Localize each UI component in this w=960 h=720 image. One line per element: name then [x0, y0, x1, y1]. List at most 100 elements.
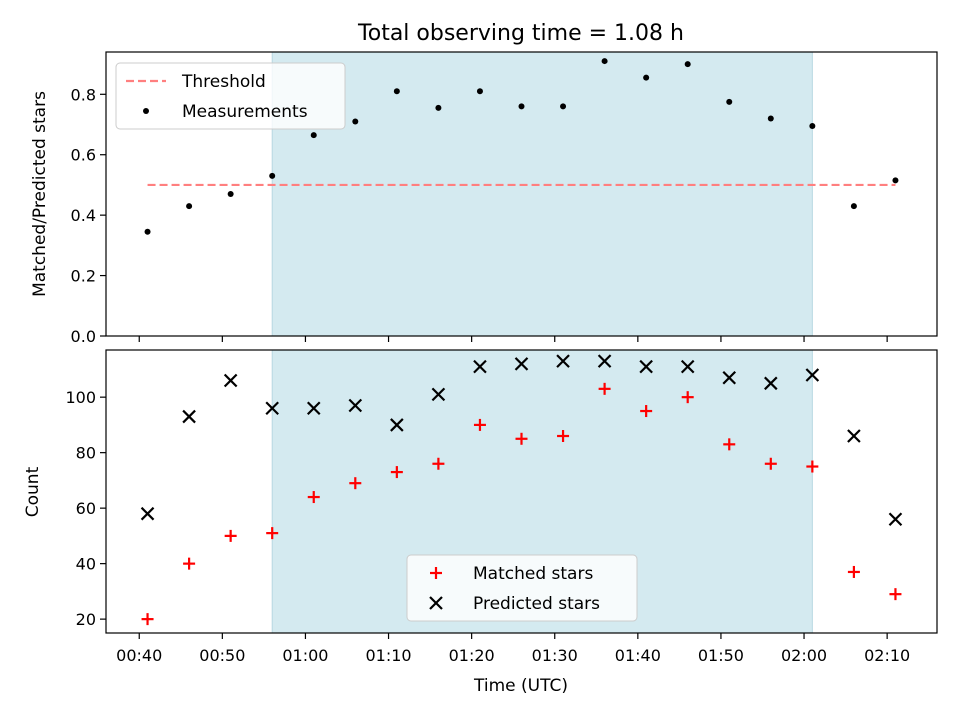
matched-star-point: [640, 405, 653, 418]
predicted-star-point: [140, 506, 155, 521]
matched-star-point: [432, 457, 445, 470]
y-axis-ticks: 20 40 60 80 100: [65, 388, 106, 629]
y-axis-label: Matched/Predicted stars: [30, 91, 50, 297]
matched-star-point: [183, 557, 196, 570]
legend: Matched stars Predicted stars: [406, 554, 638, 622]
x-tick-label: 01:00: [282, 646, 328, 665]
measurement-point: [352, 118, 359, 125]
y-tick-label: 0.4: [71, 206, 96, 225]
legend-matched-label: Matched stars: [473, 564, 593, 584]
predicted-star-point: [680, 359, 695, 374]
count-panel: 20 40 60 80 100 00:40 00:50 01:00 01:10 01:20 01:…: [23, 349, 938, 696]
predicted-star-point: [805, 368, 820, 382]
x-axis-label: Time (UTC): [473, 676, 568, 696]
matched-star-point: [266, 527, 279, 540]
predicted-star-point: [847, 429, 861, 443]
legend-matched-swatch: [430, 567, 442, 579]
measurement-point: [310, 132, 317, 139]
measurement-point: [643, 74, 650, 81]
y-tick-label: 0.2: [71, 267, 96, 286]
matched-star-point: [764, 457, 777, 470]
y-tick-label: 0.8: [71, 85, 96, 104]
x-tick-label: 01:10: [365, 646, 411, 665]
measurement-point: [560, 103, 567, 110]
matched-star-point: [681, 391, 694, 404]
predicted-star-point: [348, 398, 363, 413]
predicted-star-point: [306, 401, 321, 416]
predicted-star-point: [514, 357, 529, 371]
matched-star-point: [473, 418, 486, 431]
plot-marks: [144, 58, 899, 235]
matched-star-point: [806, 460, 819, 473]
matched-star-point: [847, 565, 860, 578]
predicted-star-point: [556, 354, 570, 368]
x-axis-ticks: 00:40 00:50 01:00 01:10 01:20 01:30 01:40 01:50…: [116, 633, 910, 665]
predicted-star-point: [597, 354, 612, 368]
measurement-point: [767, 115, 774, 122]
matched-star-point: [557, 430, 570, 443]
predicted-star-point: [265, 401, 279, 416]
matched-star-point: [515, 432, 528, 445]
matched-star-point: [723, 438, 736, 451]
measurement-point: [809, 123, 816, 130]
measurement-point: [393, 88, 400, 95]
measurement-point: [435, 104, 442, 111]
observing-window-shade: [271, 51, 813, 337]
matched-star-point: [349, 477, 362, 490]
y-tick-label: 20: [76, 610, 96, 629]
y-tick-label: 0.6: [71, 146, 96, 165]
y-tick-label: 80: [76, 444, 96, 463]
x-tick-label: 01:20: [449, 646, 495, 665]
matched-star-point: [141, 613, 154, 626]
measurement-point: [892, 177, 899, 184]
matched-star-point: [224, 529, 237, 542]
matched-star-point: [889, 588, 902, 601]
legend: Threshold Measurements: [115, 62, 346, 130]
chart-title: Total observing time = 1.08 h: [357, 21, 684, 46]
y-tick-label: 100: [65, 388, 96, 407]
legend-predicted-swatch: [429, 596, 443, 610]
measurement-point: [684, 61, 691, 68]
legend-measurements-label: Measurements: [182, 102, 308, 122]
predicted-star-point: [722, 370, 737, 385]
legend-predicted-label: Predicted stars: [473, 594, 600, 614]
measurement-point: [726, 98, 733, 105]
x-tick-label: 01:50: [698, 646, 744, 665]
x-tick-label: 01:30: [532, 646, 578, 665]
legend-box: [406, 554, 638, 622]
plot-frame: [105, 349, 938, 634]
y-axis-label: Count: [23, 466, 43, 517]
measurement-point: [476, 88, 483, 95]
plot-marks: [140, 354, 903, 626]
predicted-star-point: [390, 418, 404, 432]
measurement-point: [850, 203, 857, 210]
matched-star-point: [598, 382, 611, 395]
y-axis-ticks: 0.0 0.2 0.4 0.6 0.8: [71, 85, 106, 346]
measurement-point: [269, 172, 276, 179]
measurement-point: [518, 103, 525, 110]
x-tick-label: 02:00: [781, 646, 827, 665]
legend-measurements-swatch: [143, 108, 149, 114]
predicted-star-point: [639, 359, 653, 374]
x-tick-label: 00:50: [199, 646, 245, 665]
ratio-panel: Total observing time = 1.08 h 0.00.20.40…: [30, 21, 938, 346]
measurement-point: [227, 191, 234, 197]
x-tick-label: 01:40: [615, 646, 661, 665]
predicted-star-point: [888, 512, 903, 527]
y-tick-label: 60: [76, 499, 96, 518]
y-tick-label: 0.0: [71, 327, 96, 346]
predicted-star-point: [473, 359, 487, 374]
x-tick-label: 00:40: [116, 646, 162, 665]
measurement-point: [144, 228, 151, 235]
x-tick-label: 02:10: [864, 646, 910, 665]
y-tick-label: 40: [76, 555, 96, 574]
predicted-star-point: [764, 376, 778, 391]
matched-star-point: [307, 491, 320, 504]
plot-frame: [105, 51, 938, 337]
predicted-star-point: [223, 373, 238, 388]
x-axis-tick-marks: [138, 336, 888, 342]
predicted-star-point: [431, 387, 446, 402]
legend-threshold-label: Threshold: [181, 72, 266, 92]
predicted-star-point: [182, 409, 196, 424]
